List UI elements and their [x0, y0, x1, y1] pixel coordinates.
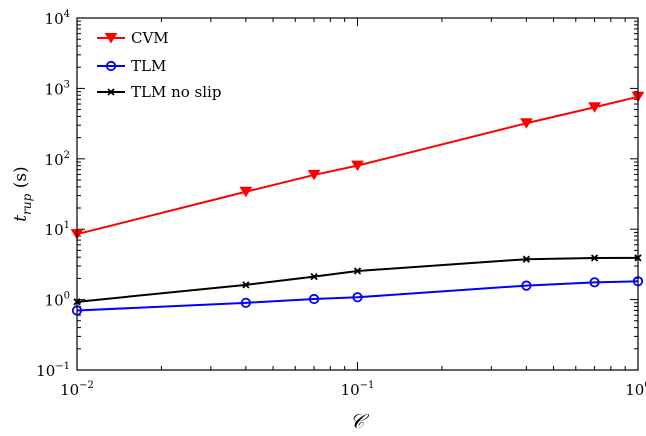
- data-point-tlm: [521, 280, 532, 291]
- y-tick-label: 10−1: [36, 361, 70, 380]
- y-axis-label-unit: (s): [11, 166, 31, 193]
- data-point-tlm-no-slip: [242, 281, 250, 289]
- y-axis-label-subscript: rup: [20, 193, 34, 214]
- legend-item-cvm: CVM: [97, 29, 169, 47]
- series-line-tlm: [76, 280, 639, 312]
- y-tick-label: 103: [45, 79, 70, 98]
- x-axis-label: 𝒞: [350, 409, 370, 433]
- data-point-tlm: [240, 297, 251, 308]
- legend-item-tlm: TLM: [97, 57, 166, 75]
- data-point-cvm: [307, 169, 321, 181]
- legend-label-cvm: CVM: [131, 29, 169, 47]
- y-tick-label: 100: [45, 291, 70, 310]
- x-tick-label: 100: [625, 380, 646, 399]
- data-point-tlm-no-slip: [522, 255, 531, 263]
- series-tlm-no-slip: [73, 254, 642, 306]
- y-axis-label: trup (s): [11, 166, 34, 221]
- series-layer: [70, 91, 645, 316]
- data-point-tlm: [352, 292, 363, 303]
- data-point-tlm-no-slip: [310, 272, 318, 281]
- data-point-tlm: [589, 277, 600, 288]
- data-point-cvm: [519, 118, 533, 129]
- data-point-cvm: [239, 186, 253, 198]
- x-tick-label: 10−1: [341, 380, 375, 399]
- legend-label-tlm-no-slip: TLM no slip: [131, 83, 221, 101]
- data-point-cvm: [351, 160, 364, 172]
- y-tick-label: 102: [45, 150, 70, 169]
- data-point-tlm-no-slip: [590, 254, 599, 262]
- plot-area: [77, 18, 638, 370]
- y-axis-label-base: t: [11, 215, 31, 222]
- legend-item-tlm-no-slip: TLM no slip: [97, 83, 221, 101]
- data-point-tlm: [308, 293, 320, 305]
- data-point-tlm-no-slip: [353, 267, 362, 275]
- legend: CVM TLM TLM no slip: [97, 29, 221, 101]
- series-cvm: [70, 91, 645, 240]
- legend-label-tlm: TLM: [131, 57, 166, 75]
- y-tick-label: 104: [45, 9, 70, 28]
- x-tick-label: 10−2: [60, 380, 94, 399]
- y-tick-label: 101: [45, 220, 70, 239]
- data-point-cvm: [588, 102, 601, 113]
- plot-frame: [76, 17, 639, 371]
